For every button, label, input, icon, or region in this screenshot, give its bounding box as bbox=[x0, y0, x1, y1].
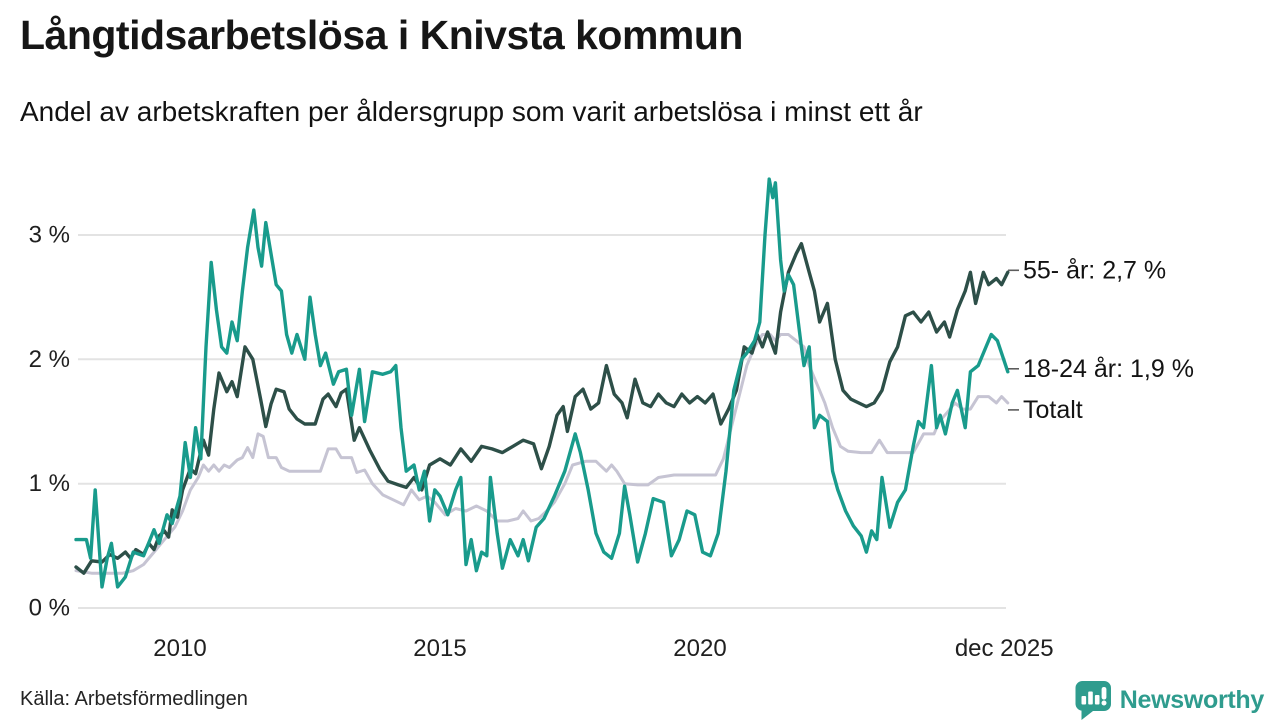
series-line-youth bbox=[74, 177, 1010, 589]
series-line-older bbox=[74, 241, 1010, 575]
page-title: Långtidsarbetslösa i Knivsta kommun bbox=[20, 12, 743, 58]
annotation-label-total: Totalt bbox=[1023, 396, 1083, 424]
y-axis-tick-label: 3 % bbox=[29, 222, 70, 249]
page-subtitle: Andel av arbetskraften per åldersgrupp s… bbox=[20, 96, 923, 127]
y-axis-tick-label: 0 % bbox=[29, 595, 70, 622]
annotation-label-older: 55- år: 2,7 % bbox=[1023, 256, 1166, 284]
series-line-total bbox=[74, 333, 1010, 575]
newsworthy-icon bbox=[1075, 681, 1111, 720]
x-axis-tick-label: 2020 bbox=[673, 635, 726, 662]
annotation-label-youth: 18-24 år: 1,9 % bbox=[1023, 355, 1194, 383]
source-note: Källa: Arbetsförmedlingen bbox=[20, 688, 248, 710]
x-axis-tick-label: 2015 bbox=[413, 635, 466, 662]
y-axis-tick-label: 2 % bbox=[29, 346, 70, 373]
brand-logo: Newsworthy bbox=[1073, 679, 1264, 720]
x-axis-tick-label: 2010 bbox=[153, 635, 206, 662]
x-axis-tick-label: dec 2025 bbox=[955, 635, 1054, 662]
y-axis-tick-label: 1 % bbox=[29, 470, 70, 497]
brand-name: Newsworthy bbox=[1119, 685, 1265, 714]
